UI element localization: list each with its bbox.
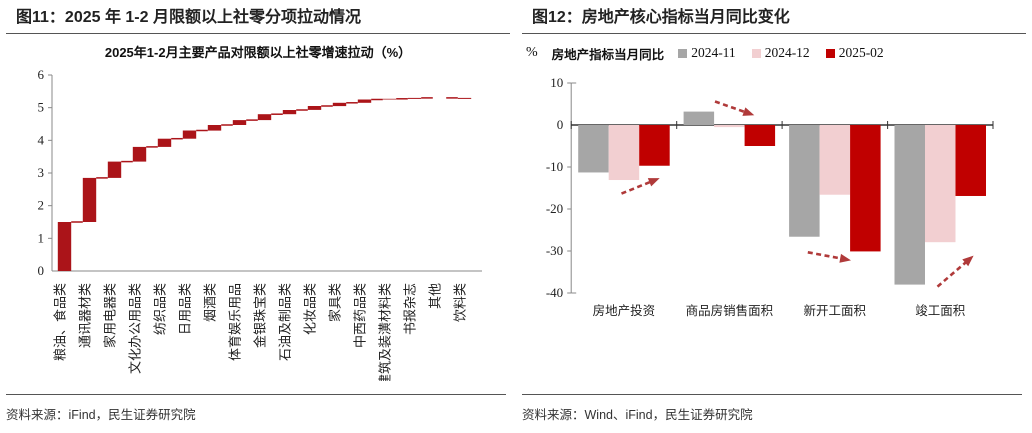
- svg-text:0: 0: [38, 263, 45, 278]
- svg-text:-40: -40: [546, 285, 563, 300]
- svg-text:烟酒类: 烟酒类: [200, 283, 219, 322]
- svg-text:-30: -30: [546, 243, 563, 258]
- svg-text:家用电器类: 家用电器类: [100, 283, 119, 348]
- svg-text:0: 0: [557, 117, 564, 132]
- svg-text:6: 6: [38, 67, 45, 82]
- svg-text:建筑及装潢材料类: 建筑及装潢材料类: [375, 283, 394, 381]
- svg-text:其他: 其他: [425, 283, 444, 309]
- svg-text:体育娱乐用品: 体育娱乐用品: [225, 283, 244, 361]
- svg-text:文化办公用品类: 文化办公用品类: [125, 283, 144, 374]
- svg-text:中西药品类: 中西药品类: [350, 283, 369, 348]
- svg-text:商品房销售面积: 商品房销售面积: [686, 300, 774, 319]
- svg-text:纺织品类: 纺织品类: [150, 283, 169, 335]
- svg-text:粮油、食品类: 粮油、食品类: [50, 283, 69, 361]
- svg-text:家具类: 家具类: [325, 283, 344, 322]
- svg-text:-20: -20: [546, 201, 563, 216]
- svg-text:3: 3: [38, 165, 45, 180]
- svg-text:书报杂志: 书报杂志: [400, 283, 419, 335]
- svg-text:4: 4: [38, 132, 45, 147]
- svg-text:新开工面积: 新开工面积: [804, 300, 867, 319]
- svg-text:1: 1: [38, 230, 45, 245]
- svg-text:通讯器材类: 通讯器材类: [75, 283, 94, 348]
- svg-text:房地产投资: 房地产投资: [593, 300, 656, 319]
- svg-text:化妆品类: 化妆品类: [300, 283, 319, 335]
- svg-text:-10: -10: [546, 159, 563, 174]
- svg-text:10: 10: [550, 75, 563, 90]
- svg-text:2: 2: [38, 197, 45, 212]
- svg-text:竣工面积: 竣工面积: [915, 300, 965, 319]
- svg-text:5: 5: [38, 99, 45, 114]
- svg-text:石油及制品类: 石油及制品类: [275, 283, 294, 361]
- svg-text:金银珠宝类: 金银珠宝类: [250, 283, 269, 348]
- svg-text:饮料类: 饮料类: [450, 283, 469, 322]
- svg-text:日用品类: 日用品类: [175, 283, 194, 335]
